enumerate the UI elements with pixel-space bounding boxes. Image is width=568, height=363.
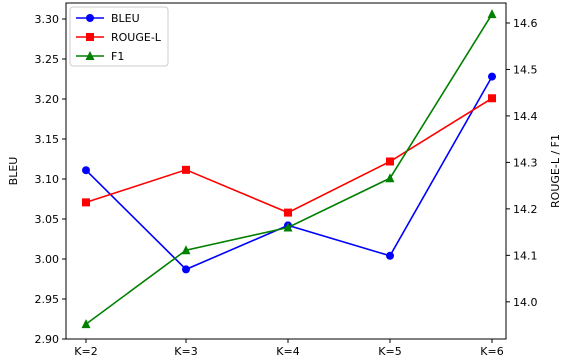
x-tick-label: K=4 <box>276 345 299 358</box>
series-rouge-l <box>82 94 496 217</box>
legend-item-bleu: BLEU <box>76 12 140 25</box>
data-point-rouge-l <box>488 94 496 103</box>
x-tick-label: K=2 <box>74 345 97 358</box>
series-f1 <box>81 9 497 329</box>
data-point-f1 <box>81 319 91 329</box>
x-axis: K=2 K=3 K=4 K=5 K=6 <box>74 339 504 358</box>
left-tick-label: 3.30 <box>35 13 60 26</box>
data-point-bleu <box>182 265 190 274</box>
left-tick-label: 3.05 <box>35 213 60 226</box>
left-tick-label: 3.15 <box>35 133 60 146</box>
series-line-bleu <box>85 76 493 271</box>
left-tick-label: 3.25 <box>35 53 60 66</box>
right-tick-label: 14.5 <box>513 63 538 76</box>
right-axis-title: ROUGE-L / F1 <box>549 134 562 208</box>
data-point-bleu <box>488 72 496 81</box>
legend-marker <box>86 33 94 41</box>
left-tick-label: 2.95 <box>35 293 60 306</box>
data-point-rouge-l <box>182 165 190 174</box>
left-tick-label: 3.10 <box>35 173 60 186</box>
right-tick-label: 14.6 <box>513 17 538 30</box>
data-point-f1 <box>487 9 497 19</box>
legend-label: BLEU <box>111 12 140 25</box>
x-tick-label: K=3 <box>174 345 197 358</box>
legend-item-f1: F1 <box>76 50 124 63</box>
legend-marker <box>86 14 94 22</box>
data-point-bleu <box>82 166 90 175</box>
left-axis-title: BLEU <box>7 157 20 186</box>
left-tick-label: 3.20 <box>35 93 60 106</box>
data-point-rouge-l <box>284 208 292 217</box>
series-line-rouge-l <box>85 97 493 214</box>
x-tick-label: K=5 <box>378 345 401 358</box>
legend-box <box>69 6 169 67</box>
right-tick-label: 14.3 <box>513 156 538 169</box>
x-tick-label: K=6 <box>480 345 503 358</box>
right-y-axis: 14.0 14.1 14.2 14.3 14.4 14.5 14.6 <box>506 17 538 309</box>
data-point-f1 <box>283 222 293 232</box>
data-point-f1 <box>181 245 191 255</box>
plot-frame <box>65 2 507 340</box>
left-tick-label: 3.00 <box>35 253 60 266</box>
left-tick-label: 2.90 <box>35 333 60 346</box>
right-tick-label: 14.0 <box>513 296 538 309</box>
series-bleu <box>82 72 496 274</box>
right-tick-label: 14.1 <box>513 249 538 262</box>
legend-item-rouge-l: ROUGE-L <box>76 31 162 44</box>
right-tick-label: 14.2 <box>513 203 538 216</box>
right-tick-label: 14.4 <box>513 110 538 123</box>
legend: BLEU ROUGE-L F1 <box>69 6 169 67</box>
series-layer <box>81 9 497 329</box>
data-point-rouge-l <box>82 198 90 207</box>
legend-label: F1 <box>111 50 124 63</box>
legend-marker <box>85 51 95 60</box>
data-point-rouge-l <box>386 157 394 166</box>
left-y-axis: 2.90 2.95 3.00 3.05 3.10 3.15 3.20 3.25 3.30 <box>35 13 66 346</box>
legend-label: ROUGE-L <box>111 31 162 44</box>
data-point-f1 <box>385 173 395 183</box>
data-point-bleu <box>386 251 394 260</box>
